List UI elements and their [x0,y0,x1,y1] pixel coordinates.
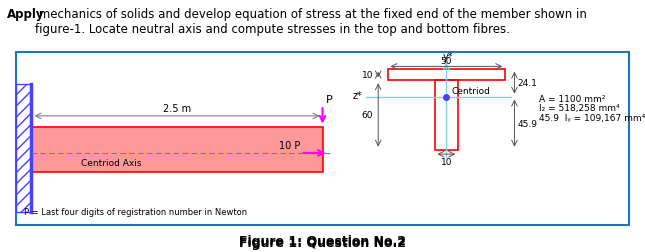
Text: 24.1: 24.1 [517,79,537,88]
Text: A = 1100 mm²: A = 1100 mm² [539,94,606,103]
Text: Centriod: Centriod [451,87,490,96]
Text: z*: z* [353,91,362,101]
Text: 50: 50 [441,56,452,65]
Bar [435,81,458,150]
Bar [32,127,322,172]
Text: Figure 1: Question No.2: Figure 1: Question No.2 [239,236,406,249]
Bar [16,85,32,212]
Text: P = Last four digits of registration number in Newton: P = Last four digits of registration num… [24,207,247,216]
Text: 45.9  Iᵧ = 109,167 mm⁴: 45.9 Iᵧ = 109,167 mm⁴ [539,114,645,122]
Text: Centriod Axis: Centriod Axis [81,159,141,168]
Text: 10: 10 [441,157,452,166]
Text: mechanics of solids and develop equation of stress at the fixed end of the membe: mechanics of solids and develop equation… [35,8,588,36]
Text: 10 P: 10 P [279,140,301,150]
Text: Apply: Apply [6,8,44,20]
Text: I₂ = 518,258 mm⁴: I₂ = 518,258 mm⁴ [539,104,620,113]
Bar [388,70,505,81]
Text: Figure 1: Question No.2: Figure 1: Question No.2 [239,234,406,247]
Text: P: P [326,94,332,104]
Text: 45.9: 45.9 [517,119,537,128]
Text: 60: 60 [362,111,373,120]
Text: 10: 10 [362,71,373,80]
Text: 2.5 m: 2.5 m [163,104,191,114]
Text: y*: y* [443,51,453,61]
